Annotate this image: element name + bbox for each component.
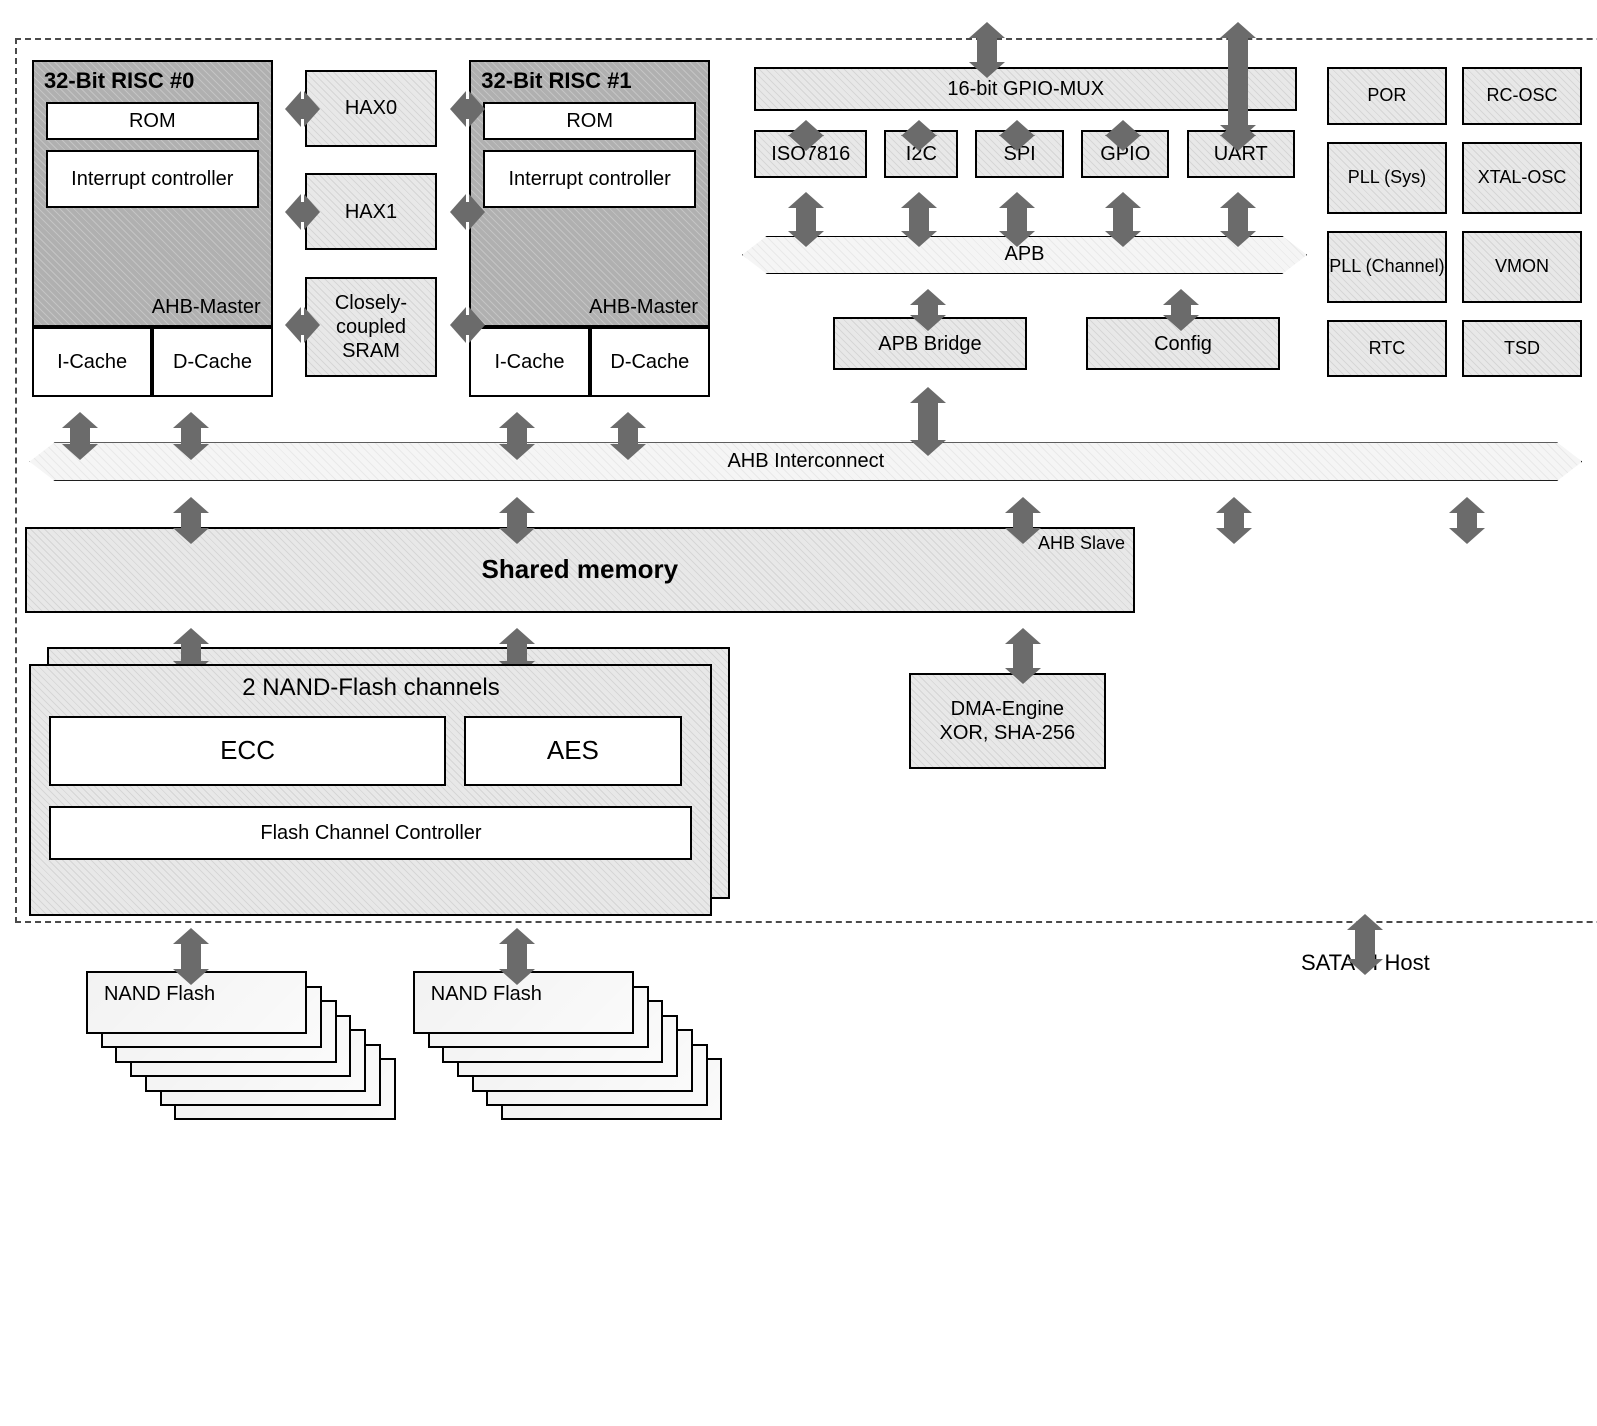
- arrow-h: [464, 99, 471, 119]
- arrow-h: [299, 315, 306, 335]
- nand-ecc: ECC: [49, 716, 445, 786]
- arrow-v: [1224, 511, 1244, 530]
- arrow-v: [1113, 134, 1133, 136]
- sata-block: AHB Slave AHB Master SATA III PHY: [1174, 527, 1574, 900]
- risc0-intc: Interrupt controller: [46, 150, 259, 208]
- arrow-v: [1228, 206, 1248, 232]
- arrow-v: [181, 942, 201, 971]
- risc0-icache: I-Cache: [32, 327, 152, 397]
- arrow-v: [909, 206, 929, 232]
- arrow-h: [464, 202, 471, 222]
- arrow-v: [507, 642, 527, 664]
- arrow-v: [1007, 206, 1027, 232]
- risc1-icache: I-Cache: [469, 327, 589, 397]
- shmem-slave-label: AHB Slave: [1038, 533, 1125, 555]
- risc1-rom: ROM: [483, 102, 696, 140]
- risc1-dcache: D-Cache: [590, 327, 710, 397]
- clk-por: POR: [1327, 67, 1447, 125]
- arrow-v: [181, 426, 201, 445]
- arrow-v: [1355, 928, 1375, 962]
- closely-coupled-sram: Closely-coupled SRAM: [305, 277, 438, 378]
- arrow-v: [918, 401, 938, 442]
- arrow-v: [70, 426, 90, 445]
- arrow-v: [1013, 642, 1033, 671]
- gpio-mux: 16-bit GPIO-MUX: [754, 67, 1297, 110]
- clk-rtc: RTC: [1327, 320, 1447, 378]
- arrow-v: [181, 642, 201, 664]
- risc1-intc: Interrupt controller: [483, 150, 696, 208]
- arrow-h: [299, 202, 306, 222]
- clk-vmon: VMON: [1462, 231, 1582, 303]
- clk-rc-osc: RC-OSC: [1462, 67, 1582, 125]
- risc1-title: 32-Bit RISC #1: [481, 68, 631, 94]
- nand-aes: AES: [464, 716, 683, 786]
- arrow-v: [181, 511, 201, 530]
- arrow-v: [796, 134, 816, 136]
- arrow-v: [918, 303, 938, 317]
- arrow-h: [299, 99, 306, 119]
- ahb-interconnect: AHB Interconnect: [29, 442, 1582, 480]
- dma-line2: XOR, SHA-256: [940, 721, 1076, 745]
- dma-line1: DMA-Engine: [951, 697, 1064, 721]
- risc0-rom: ROM: [46, 102, 259, 140]
- dma-engine: DMA-Engine XOR, SHA-256: [909, 673, 1106, 769]
- risc0-dcache: D-Cache: [152, 327, 272, 397]
- nand-title: 2 NAND-Flash channels: [31, 674, 710, 703]
- arrow-v: [507, 942, 527, 971]
- risc1-core: 32-Bit RISC #1 ROM Interrupt controller …: [469, 60, 710, 327]
- arrow-h: [464, 315, 471, 335]
- arrow-v: [796, 206, 816, 232]
- arrow-v: [1007, 134, 1027, 136]
- clk-xtal-osc: XTAL-OSC: [1462, 142, 1582, 214]
- clk-tsd: TSD: [1462, 320, 1582, 378]
- arrow-v: [1113, 206, 1133, 232]
- hax0-block: HAX0: [305, 70, 438, 147]
- risc0-ahb-label: AHB-Master: [152, 295, 261, 319]
- risc1-ahb-label: AHB-Master: [589, 295, 698, 319]
- nand-channels: 2 NAND-Flash channels ECC AES Flash Chan…: [29, 664, 712, 916]
- arrow-v: [1228, 36, 1248, 127]
- clk-pll-sys-: PLL (Sys): [1327, 142, 1447, 214]
- arrow-v: [507, 511, 527, 530]
- arrow-v: [507, 426, 527, 445]
- clk-pll-channel-: PLL (Channel): [1327, 231, 1447, 303]
- shmem-label: Shared memory: [482, 554, 679, 585]
- risc0-core: 32-Bit RISC #0 ROM Interrupt controller …: [32, 60, 273, 327]
- risc0-title: 32-Bit RISC #0: [44, 68, 194, 94]
- arrow-v: [1457, 511, 1477, 530]
- arrow-v: [618, 426, 638, 445]
- nand-fcc: Flash Channel Controller: [49, 806, 692, 860]
- hax1-block: HAX1: [305, 173, 438, 250]
- arrow-v: [977, 36, 997, 65]
- arrow-v: [909, 134, 929, 136]
- arrow-v: [1013, 511, 1033, 530]
- arrow-v: [1171, 303, 1191, 317]
